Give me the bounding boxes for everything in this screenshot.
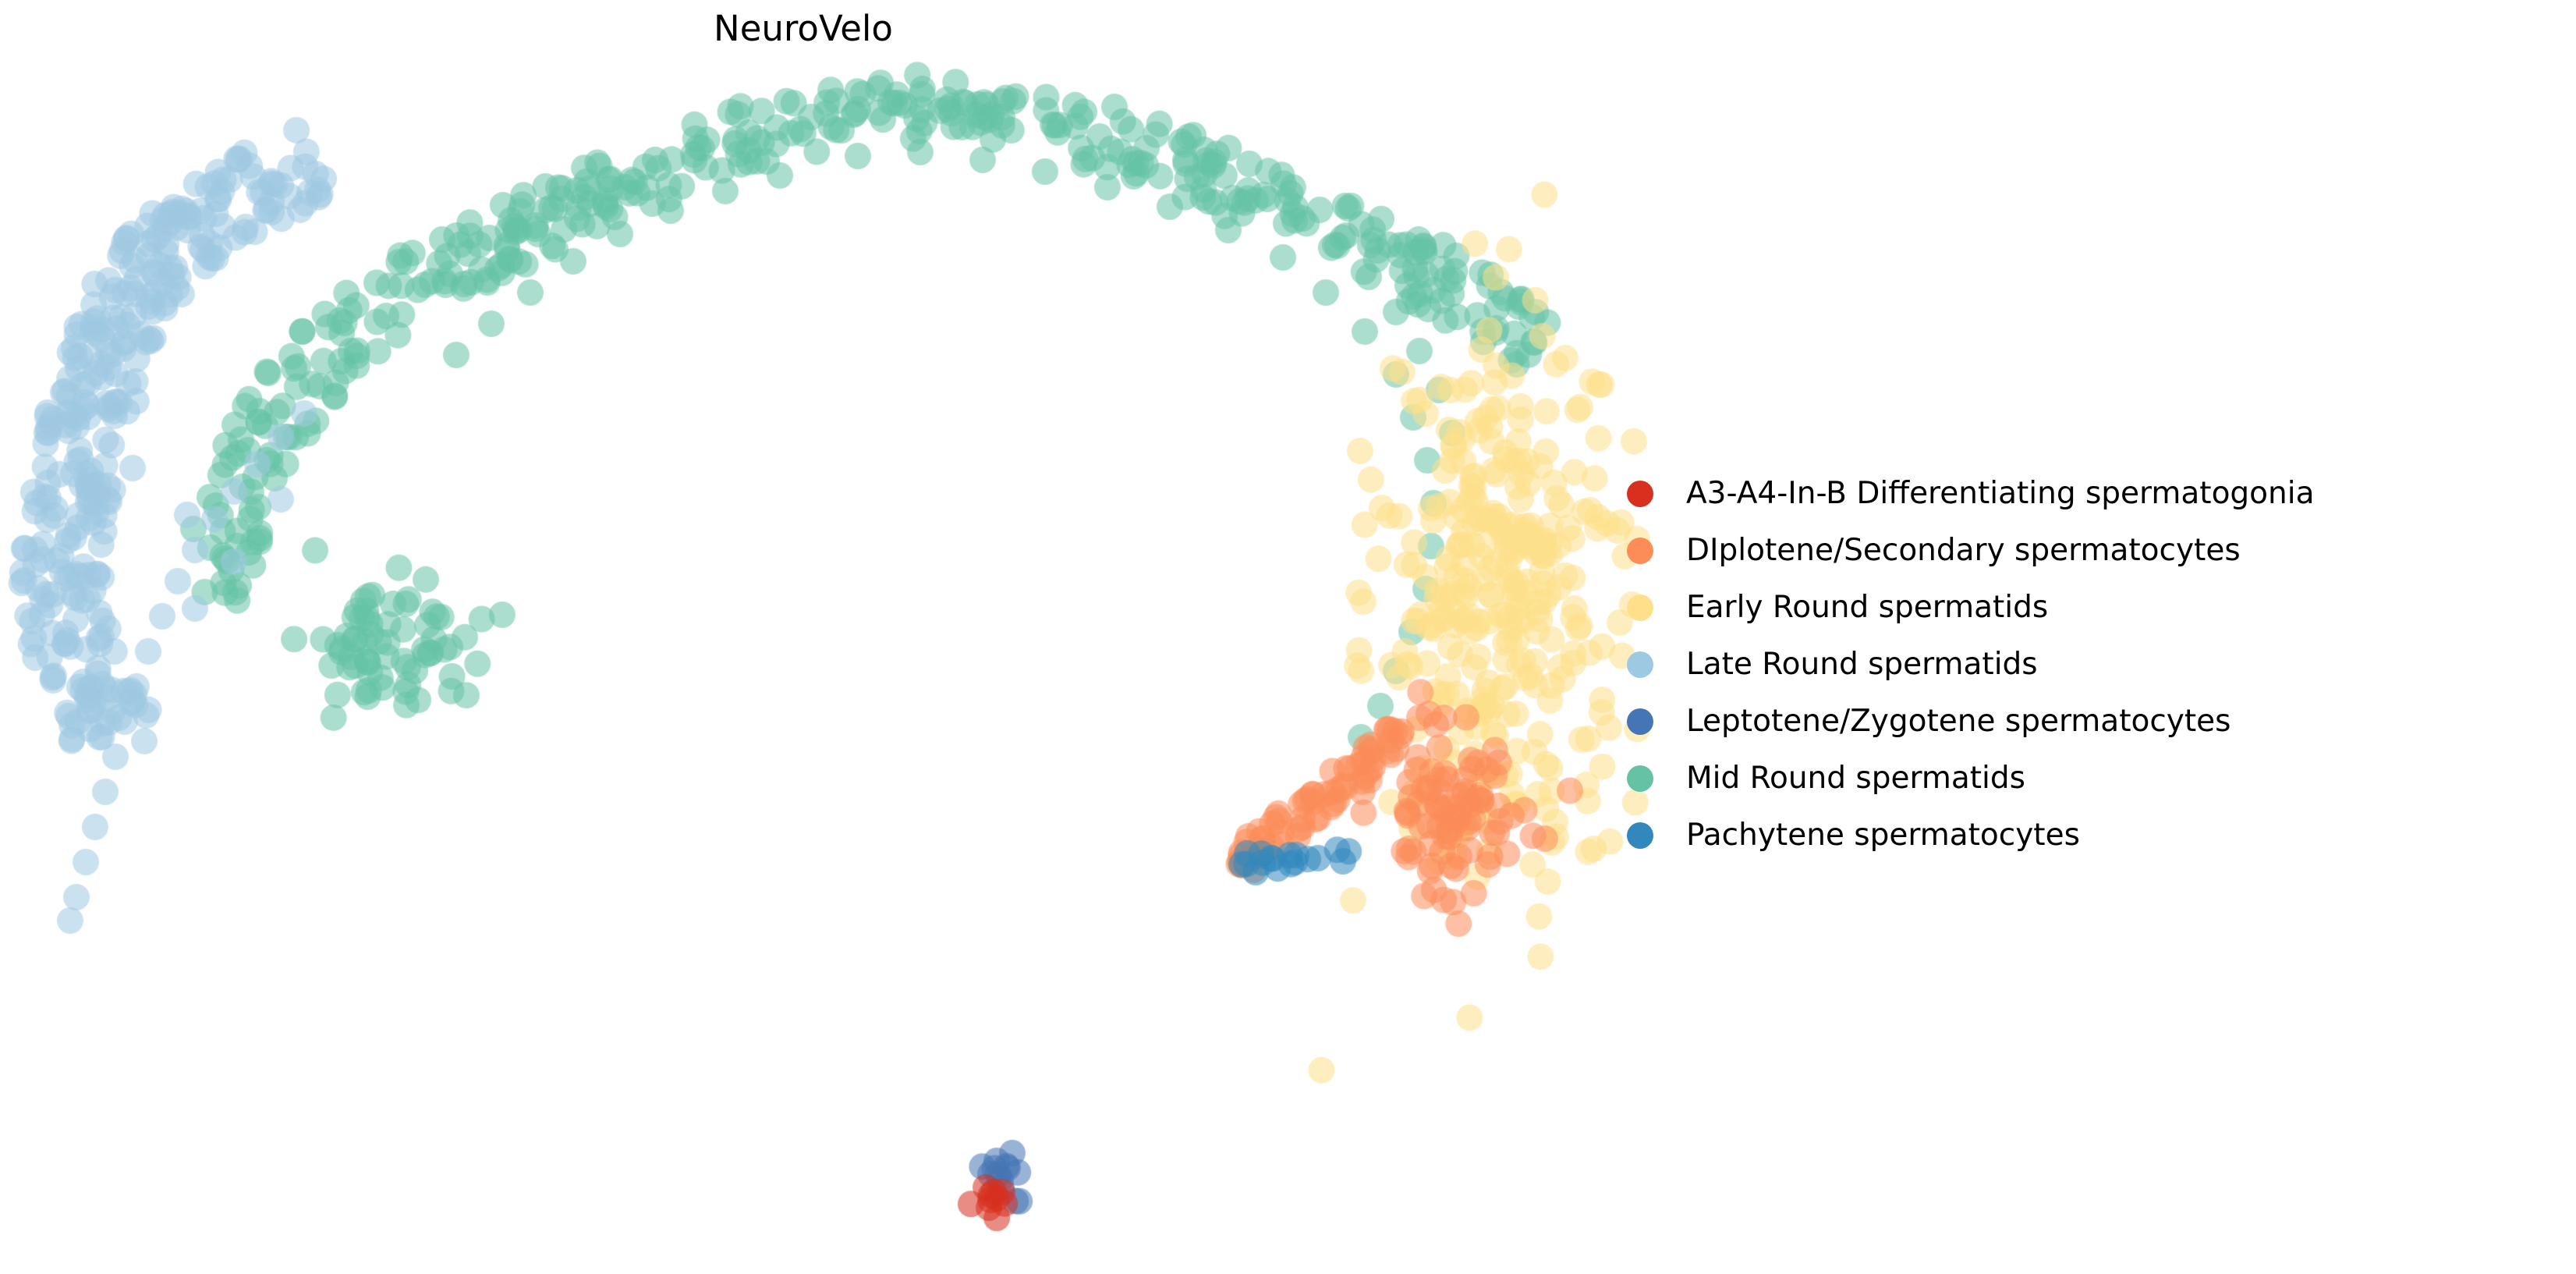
legend-item[interactable]: Mid Round spermatids <box>1627 750 2547 807</box>
legend-item-label: Leptotene/Zygotene spermatocytes <box>1686 704 2231 739</box>
legend-item-label: DIplotene/Secondary spermatocytes <box>1686 533 2241 568</box>
legend-item-label: A3-A4-In-B Differentiating spermatogonia <box>1686 476 2315 511</box>
page-title: NeuroVelo <box>714 8 893 49</box>
legend-dot-icon <box>1627 537 1653 564</box>
legend-dot-icon <box>1627 480 1653 507</box>
legend-item[interactable]: Leptotene/Zygotene spermatocytes <box>1627 693 2547 750</box>
legend-dot-icon <box>1627 594 1653 621</box>
legend-item[interactable]: Late Round spermatids <box>1627 636 2547 693</box>
legend-dot-icon <box>1627 651 1653 678</box>
legend-dot-icon <box>1627 708 1653 735</box>
legend-item[interactable]: Pachytene spermatocytes <box>1627 807 2547 864</box>
legend-item-label: Early Round spermatids <box>1686 590 2049 625</box>
legend-item-label: Late Round spermatids <box>1686 647 2038 682</box>
legend-dot-icon <box>1627 822 1653 849</box>
legend: A3-A4-In-B Differentiating spermatogonia… <box>1627 465 2547 864</box>
legend-item[interactable]: A3-A4-In-B Differentiating spermatogonia <box>1627 465 2547 522</box>
legend-dot-icon <box>1627 765 1653 792</box>
legend-item[interactable]: DIplotene/Secondary spermatocytes <box>1627 522 2547 579</box>
legend-item[interactable]: Early Round spermatids <box>1627 579 2547 636</box>
legend-item-label: Pachytene spermatocytes <box>1686 818 2080 853</box>
legend-item-label: Mid Round spermatids <box>1686 761 2025 796</box>
